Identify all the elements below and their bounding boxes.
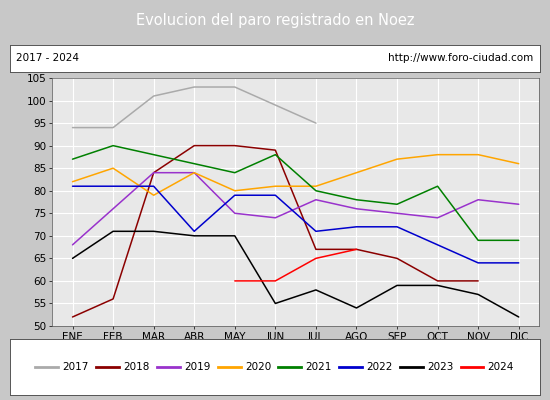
Text: http://www.foro-ciudad.com: http://www.foro-ciudad.com [388, 54, 533, 64]
Text: 2017 - 2024: 2017 - 2024 [16, 54, 79, 64]
Text: Evolucion del paro registrado en Noez: Evolucion del paro registrado en Noez [136, 14, 414, 28]
Legend: 2017, 2018, 2019, 2020, 2021, 2022, 2023, 2024: 2017, 2018, 2019, 2020, 2021, 2022, 2023… [32, 359, 517, 375]
